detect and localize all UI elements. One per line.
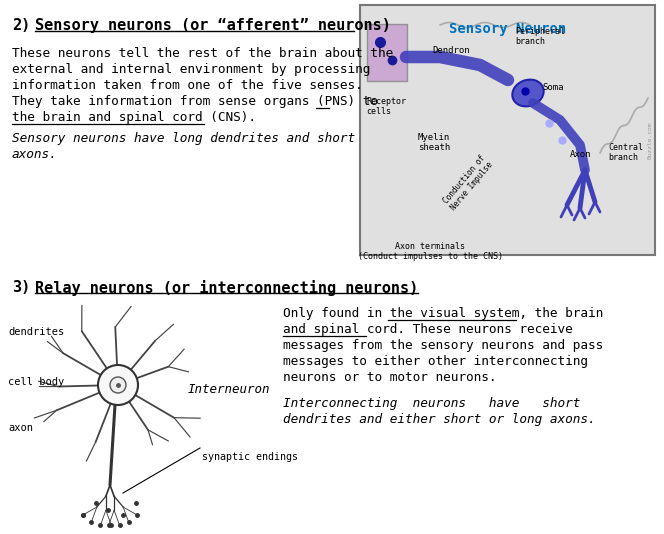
- Text: These neurons tell the rest of the brain about the: These neurons tell the rest of the brain…: [12, 47, 393, 60]
- Text: Conduction of
Nerve Impulse: Conduction of Nerve Impulse: [442, 153, 495, 211]
- Text: neurons or to motor neurons.: neurons or to motor neurons.: [283, 371, 497, 384]
- FancyBboxPatch shape: [360, 5, 655, 255]
- Text: Sensory neurons (or “afferent” neurons): Sensory neurons (or “afferent” neurons): [35, 18, 391, 33]
- Text: Axon terminals
(Conduct impulses to the CNS): Axon terminals (Conduct impulses to the …: [357, 242, 503, 262]
- Text: Interneuron: Interneuron: [188, 383, 270, 396]
- Text: information taken from one of the five senses.: information taken from one of the five s…: [12, 79, 363, 92]
- Text: messages to either other interconnecting: messages to either other interconnecting: [283, 355, 588, 368]
- Text: Myelin
sheath: Myelin sheath: [418, 133, 450, 152]
- Text: 3): 3): [12, 280, 31, 295]
- Text: Soma: Soma: [542, 83, 564, 92]
- Text: axon: axon: [8, 423, 33, 433]
- Circle shape: [98, 365, 138, 405]
- Text: Sensory neurons have long dendrites and short: Sensory neurons have long dendrites and …: [12, 132, 355, 145]
- Text: 2): 2): [12, 18, 31, 33]
- Text: Receptor
cells: Receptor cells: [366, 97, 406, 116]
- Text: cell body: cell body: [8, 377, 64, 387]
- Text: Dendron: Dendron: [432, 46, 469, 55]
- Text: Axon: Axon: [570, 150, 592, 159]
- Text: and spinal cord. These neurons receive: and spinal cord. These neurons receive: [283, 323, 573, 336]
- Ellipse shape: [513, 80, 544, 106]
- Text: Relay neurons (or interconnecting neurons): Relay neurons (or interconnecting neuron…: [35, 280, 418, 296]
- FancyBboxPatch shape: [367, 24, 407, 81]
- Circle shape: [110, 377, 126, 393]
- Text: Central
branch: Central branch: [608, 143, 643, 162]
- Text: axons.: axons.: [12, 148, 58, 161]
- Text: dendrites and either short or long axons.: dendrites and either short or long axons…: [283, 413, 596, 426]
- Text: the brain and spinal cord (CNS).: the brain and spinal cord (CNS).: [12, 111, 256, 124]
- Text: dendrites: dendrites: [8, 327, 64, 337]
- Text: Interconnecting  neurons   have   short: Interconnecting neurons have short: [283, 397, 580, 410]
- Text: external and internal environment by processing: external and internal environment by pro…: [12, 63, 371, 76]
- Text: Only found in the visual system, the brain: Only found in the visual system, the bra…: [283, 307, 604, 320]
- Text: synaptic endings: synaptic endings: [202, 452, 298, 462]
- Text: messages from the sensory neurons and pass: messages from the sensory neurons and pa…: [283, 339, 604, 352]
- Text: Sensory Neuron: Sensory Neuron: [449, 22, 566, 36]
- Text: They take information from sense organs (PNS) to: They take information from sense organs …: [12, 95, 378, 108]
- Text: Buzzle.com: Buzzle.com: [647, 121, 652, 159]
- Text: Peripheral
branch: Peripheral branch: [515, 27, 565, 46]
